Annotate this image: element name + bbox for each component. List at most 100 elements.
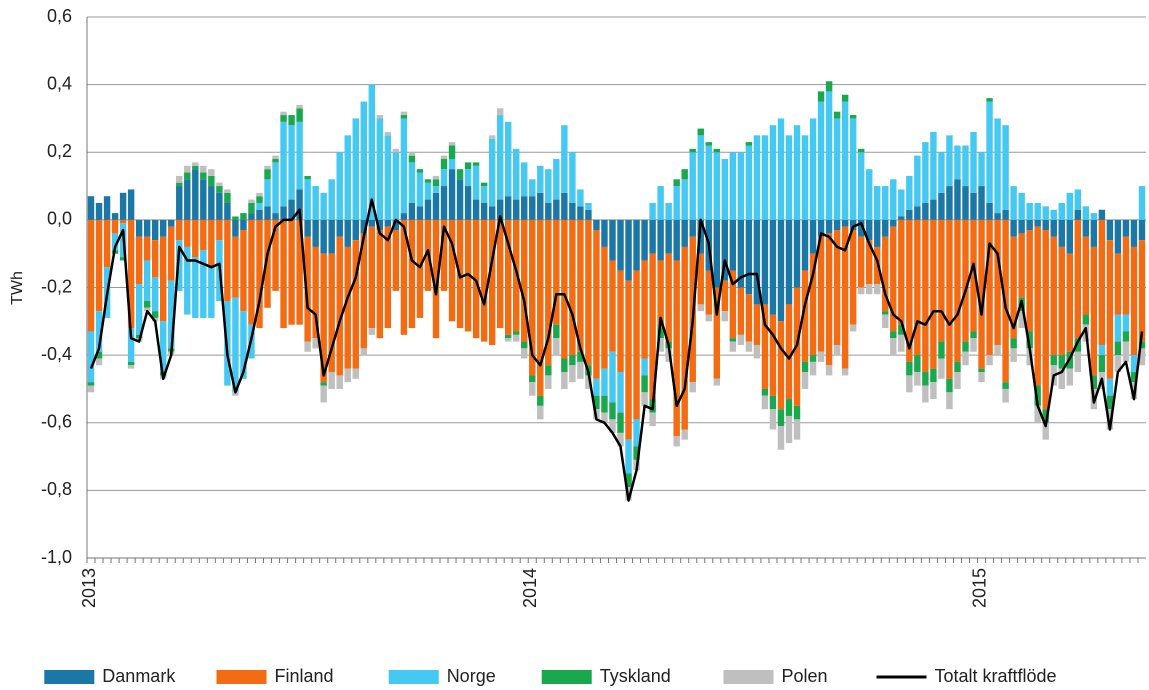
bar [970,219,977,332]
bar [480,182,488,187]
bar [537,219,544,396]
bar [320,253,327,383]
bar [729,270,737,339]
bar [970,131,977,193]
bar [232,236,239,298]
bar [320,219,327,254]
bar [649,202,656,220]
bar [769,219,777,315]
bar [641,358,648,376]
bar [753,135,761,220]
bar [1090,375,1098,389]
bar [641,392,648,406]
bar [496,199,504,220]
bar [633,219,640,271]
bar [521,219,528,342]
bar [545,202,552,220]
bar [833,111,841,119]
bar [184,179,191,220]
bar [320,382,327,386]
bar [224,189,231,193]
bar [753,304,761,345]
bar [376,230,384,339]
bar [633,446,640,460]
bar [135,236,143,285]
bar [1002,209,1009,220]
bar [87,331,95,383]
bar [1122,314,1130,332]
bar [609,419,616,433]
bar [151,311,159,318]
bar [657,328,664,339]
bar [280,111,287,116]
bar [577,351,584,362]
bar [192,257,199,318]
bar [601,412,608,423]
bar [585,219,592,366]
bar [1050,236,1057,356]
bar [946,392,953,410]
bar [906,361,913,376]
bar [689,382,696,393]
bar [809,361,817,376]
bar [232,392,239,396]
bar [1090,219,1098,247]
bar [545,365,552,376]
bar [962,351,969,366]
bar [561,372,568,389]
bar [930,219,937,369]
bar [1082,314,1090,325]
bar [673,186,680,220]
bar [224,219,231,302]
bar [264,169,271,180]
bar [216,192,223,220]
bar [464,186,472,220]
bar [978,186,985,220]
bar [1066,253,1073,352]
bar [649,253,656,400]
bar [1034,226,1041,386]
bar [392,148,400,153]
bar [673,179,680,187]
bar [111,219,119,234]
bar [432,192,440,220]
bar [95,202,103,220]
bar [119,257,127,261]
y-tick-label: -0,2 [41,276,72,296]
legend-label: Polen [782,666,828,686]
bar [882,311,889,315]
bar [312,186,319,220]
bar [1138,186,1146,220]
bar [930,199,937,220]
bar [833,344,841,356]
bar [240,230,247,312]
bar [601,368,608,396]
bar [946,378,953,393]
bar [143,307,151,312]
bar [657,260,664,329]
bar [408,202,416,220]
bar [224,202,231,220]
bar [344,135,351,220]
y-tick-label: 0,0 [47,209,72,229]
bar [665,253,672,342]
bar [529,375,536,383]
bar [641,375,648,393]
bar [496,115,504,200]
bar [689,219,696,237]
bar [585,202,592,210]
bar [328,372,335,389]
bar [1114,253,1122,315]
bar [625,473,632,487]
bar [986,355,993,366]
bar [504,219,512,335]
bar [1034,405,1041,423]
bar [890,331,897,339]
bar [192,169,199,220]
bar [761,395,769,410]
bar [665,219,672,254]
bar [625,439,632,474]
bar [135,219,143,237]
bar [745,142,753,146]
bar [1138,348,1146,366]
